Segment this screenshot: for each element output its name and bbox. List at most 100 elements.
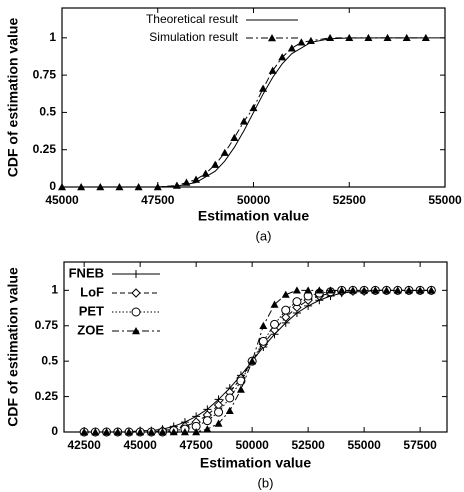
y-tick-label: 0.25	[35, 389, 59, 403]
legend-marker	[268, 34, 276, 42]
x-tick-label: 55000	[347, 438, 381, 452]
data-point	[259, 84, 268, 92]
y-tick-label: 0	[49, 179, 56, 193]
y-axis-label: CDF of estimation value	[5, 267, 21, 427]
data-point	[315, 286, 324, 294]
x-tick-label: 50000	[235, 438, 269, 452]
x-tick-label: 45000	[123, 438, 157, 452]
data-point	[248, 357, 257, 365]
y-tick-label: 0.25	[33, 142, 57, 156]
data-point	[259, 321, 268, 329]
data-point	[211, 160, 220, 168]
data-point	[172, 181, 181, 189]
data-point	[236, 385, 245, 393]
data-point	[77, 183, 86, 191]
data-point	[225, 393, 235, 403]
data-point	[337, 286, 346, 294]
data-point	[169, 428, 178, 436]
data-point	[58, 183, 66, 191]
series-line	[62, 37, 446, 188]
data-point	[102, 428, 111, 436]
x-axis-label: Estimation value	[198, 208, 309, 224]
data-point	[192, 175, 201, 183]
data-point	[383, 33, 392, 42]
data-point	[404, 286, 413, 294]
y-tick-label: 1	[49, 30, 56, 44]
data-point	[270, 300, 279, 308]
plot-frame	[63, 261, 448, 433]
data-point	[180, 428, 189, 436]
data-point	[115, 183, 124, 191]
legend-marker	[131, 307, 141, 317]
data-point	[214, 407, 224, 417]
data-point	[91, 428, 100, 436]
data-point	[80, 428, 89, 436]
data-point	[326, 286, 335, 294]
data-point	[203, 425, 212, 433]
data-point	[192, 428, 201, 436]
legend-label: PET	[79, 303, 104, 318]
data-point	[201, 169, 210, 177]
data-point	[281, 312, 291, 322]
y-tick-label: 0.75	[35, 318, 59, 332]
data-point	[225, 406, 234, 414]
data-point	[220, 148, 229, 156]
legend-label: Simulation result	[149, 30, 238, 44]
data-point	[249, 103, 258, 112]
data-point	[96, 183, 105, 191]
data-point	[158, 428, 167, 436]
data-point	[134, 183, 143, 191]
data-point	[153, 183, 162, 191]
data-point	[136, 428, 145, 436]
caption: (a)	[256, 228, 272, 243]
legend-marker	[132, 270, 140, 278]
legend-label: Theoretical result	[146, 12, 239, 26]
data-point	[292, 286, 301, 294]
legend-marker	[131, 288, 141, 298]
x-axis-label: Estimation value	[200, 455, 311, 471]
data-point	[393, 286, 402, 294]
data-point	[287, 44, 296, 52]
data-point	[306, 36, 315, 45]
data-point	[364, 33, 373, 42]
data-point	[360, 286, 369, 294]
data-point	[297, 38, 306, 46]
data-point	[416, 286, 425, 294]
x-tick-label: 55000	[428, 193, 462, 207]
data-point	[182, 178, 191, 186]
y-axis-label: CDF of estimation value	[5, 18, 21, 178]
data-point	[278, 53, 287, 61]
legend-label: LoF	[80, 284, 104, 299]
x-tick-label: 47500	[179, 438, 213, 452]
series-line	[84, 289, 432, 433]
data-point	[124, 428, 133, 436]
x-tick-label: 47500	[141, 193, 175, 207]
data-point	[292, 297, 302, 307]
data-point	[270, 319, 280, 329]
caption: (b)	[258, 475, 274, 490]
y-tick-label: 0.5	[41, 353, 58, 367]
x-tick-label: 45000	[45, 193, 79, 207]
data-point	[239, 117, 248, 125]
y-tick-label: 0	[51, 424, 58, 438]
data-point	[268, 66, 277, 74]
x-tick-label: 42500	[67, 438, 101, 452]
data-point	[147, 428, 156, 436]
y-tick-label: 0.75	[33, 67, 57, 81]
x-tick-label: 57500	[403, 438, 437, 452]
x-tick-label: 52500	[291, 438, 325, 452]
data-point	[214, 419, 223, 427]
legend-label: FNEB	[69, 265, 104, 280]
data-point	[326, 33, 335, 42]
data-point	[382, 286, 391, 294]
data-point	[281, 290, 290, 298]
legend-marker	[132, 327, 140, 335]
x-tick-label: 52500	[333, 193, 367, 207]
data-point	[345, 33, 354, 42]
data-point	[402, 33, 411, 42]
data-point	[371, 286, 380, 294]
y-tick-label: 1	[51, 283, 58, 297]
series-line	[62, 37, 426, 188]
data-point	[281, 305, 291, 315]
